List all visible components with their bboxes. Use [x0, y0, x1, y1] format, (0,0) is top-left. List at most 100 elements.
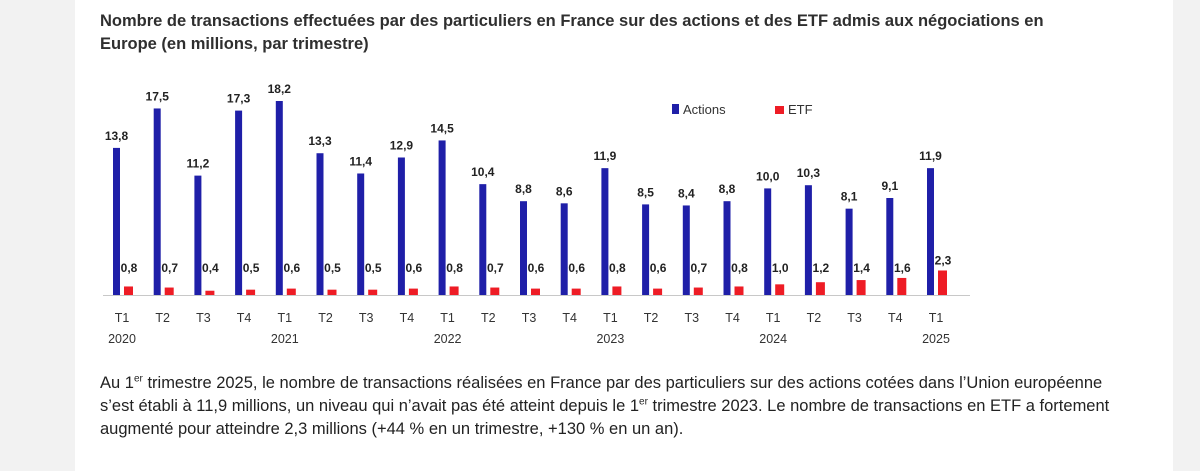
- x-year-label: 2020: [108, 332, 136, 346]
- x-tick-label: T4: [725, 311, 740, 325]
- legend-label-actions: Actions: [683, 102, 726, 117]
- bar-etf: [612, 286, 622, 295]
- bar-actions: [520, 201, 527, 295]
- bar-label-etf: 2,3: [935, 253, 952, 267]
- bar-label-etf: 0,5: [324, 261, 341, 275]
- bar-label-actions: 13,8: [105, 129, 129, 143]
- paragraph-sup-2: er: [639, 396, 648, 408]
- bar-etf: [693, 287, 703, 295]
- legend-swatch-actions: [672, 104, 679, 114]
- bar-label-etf: 0,6: [406, 261, 423, 275]
- bar-actions: [438, 140, 446, 295]
- bar-etf: [856, 280, 866, 295]
- bar-label-etf: 0,5: [243, 261, 260, 275]
- x-tick-label: T4: [237, 311, 252, 325]
- bar-actions: [235, 110, 243, 295]
- bar-label-actions: 18,2: [268, 82, 292, 96]
- paragraph-part-1: Au 1: [100, 374, 134, 392]
- bar-label-actions: 8,5: [637, 185, 654, 199]
- bar-etf: [124, 286, 133, 295]
- bar-chart: 13,8 0,8 T1 17,5 0,7 T2 11,2 0,4 T3 17,3 0,5 T4 18,2…: [103, 82, 970, 346]
- legend-label-etf: ETF: [788, 102, 813, 117]
- bar-actions: [113, 147, 120, 295]
- x-tick-label: T4: [888, 311, 903, 325]
- bar-label-etf: 0,8: [446, 261, 463, 275]
- bar-etf: [368, 289, 378, 295]
- x-tick-label: T3: [522, 311, 537, 325]
- bar-label-etf: 0,5: [365, 261, 382, 275]
- bar-label-actions: 8,8: [515, 182, 532, 196]
- bar-label-actions: 13,3: [308, 134, 332, 148]
- bar-label-etf: 0,8: [609, 261, 626, 275]
- x-tick-label: T2: [807, 311, 822, 325]
- bar-label-etf: 0,7: [487, 261, 504, 275]
- paragraph-part-3: trimestre 2023. Le nombre de transaction…: [100, 397, 1110, 438]
- x-tick-label: T1: [766, 311, 781, 325]
- page: Nombre de transactions effectuées par de…: [75, 0, 1173, 471]
- bar-actions: [804, 185, 812, 295]
- legend-swatch-etf: [775, 106, 784, 114]
- bar-label-etf: 1,2: [813, 261, 830, 275]
- bar-label-etf: 1,0: [772, 261, 789, 275]
- bar-label-actions: 8,8: [719, 182, 736, 196]
- bar-label-actions: 17,3: [227, 92, 251, 106]
- bar-etf: [246, 289, 256, 295]
- bar-label-actions: 8,1: [841, 190, 858, 204]
- x-tick-label: T2: [481, 311, 496, 325]
- bar-etf: [734, 286, 744, 295]
- bar-actions: [886, 198, 894, 295]
- bar-actions: [682, 205, 690, 295]
- paragraph-sup-1: er: [133, 373, 143, 385]
- bar-actions: [397, 157, 405, 295]
- bar-label-etf: 0,6: [650, 261, 667, 275]
- body-paragraph: Au 1er trimestre 2025, le nombre de tran…: [100, 372, 1110, 441]
- bar-etf: [490, 287, 500, 295]
- x-year-label: 2022: [434, 332, 462, 346]
- bar-label-actions: 8,4: [678, 186, 695, 200]
- bar-etf: [164, 287, 174, 295]
- bar-label-actions: 17,5: [146, 89, 170, 103]
- paragraph-part-2: trimestre 2025, le nombre de transaction…: [100, 374, 1103, 415]
- x-tick-label: T4: [400, 311, 415, 325]
- x-tick-label: T3: [196, 311, 211, 325]
- x-year-label: 2024: [759, 332, 787, 346]
- bar-etf: [327, 289, 337, 295]
- bar-label-actions: 10,4: [471, 165, 495, 179]
- bar-label-actions: 10,3: [797, 166, 821, 180]
- x-tick-label: T1: [440, 311, 455, 325]
- bar-etf: [408, 288, 418, 295]
- bar-etf: [531, 288, 540, 295]
- x-year-label: 2025: [922, 332, 950, 346]
- bar-actions: [927, 168, 934, 295]
- bar-label-actions: 10,0: [756, 169, 780, 183]
- bar-actions: [153, 108, 161, 295]
- bar-label-etf: 0,8: [731, 261, 748, 275]
- bar-actions: [194, 175, 202, 295]
- bar-label-actions: 11,9: [919, 149, 942, 163]
- bar-actions: [560, 203, 568, 295]
- x-tick-label: T3: [847, 311, 862, 325]
- bar-label-etf: 1,4: [853, 261, 870, 275]
- bar-etf: [653, 288, 663, 295]
- x-tick-label: T3: [359, 311, 374, 325]
- bar-label-etf: 0,6: [568, 261, 585, 275]
- bar-label-etf: 0,7: [161, 261, 178, 275]
- x-tick-label: T2: [644, 311, 659, 325]
- bar-label-actions: 9,1: [881, 179, 898, 193]
- bar-label-etf: 0,7: [690, 261, 707, 275]
- bar-etf: [571, 288, 581, 295]
- bar-label-actions: 12,9: [390, 138, 414, 152]
- x-tick-label: T1: [278, 311, 293, 325]
- bar-actions: [601, 168, 609, 295]
- chart-title: Nombre de transactions effectuées par de…: [100, 12, 1044, 53]
- bar-label-etf: 0,6: [528, 261, 545, 275]
- bar-label-etf: 1,6: [894, 261, 911, 275]
- x-tick-label: T2: [155, 311, 170, 325]
- bar-actions: [764, 188, 772, 295]
- bar-actions: [275, 101, 283, 295]
- bar-actions: [642, 204, 650, 295]
- x-tick-label: T1: [115, 311, 130, 325]
- bar-etf: [286, 288, 296, 295]
- bar-etf: [205, 290, 215, 295]
- bar-actions: [723, 201, 731, 295]
